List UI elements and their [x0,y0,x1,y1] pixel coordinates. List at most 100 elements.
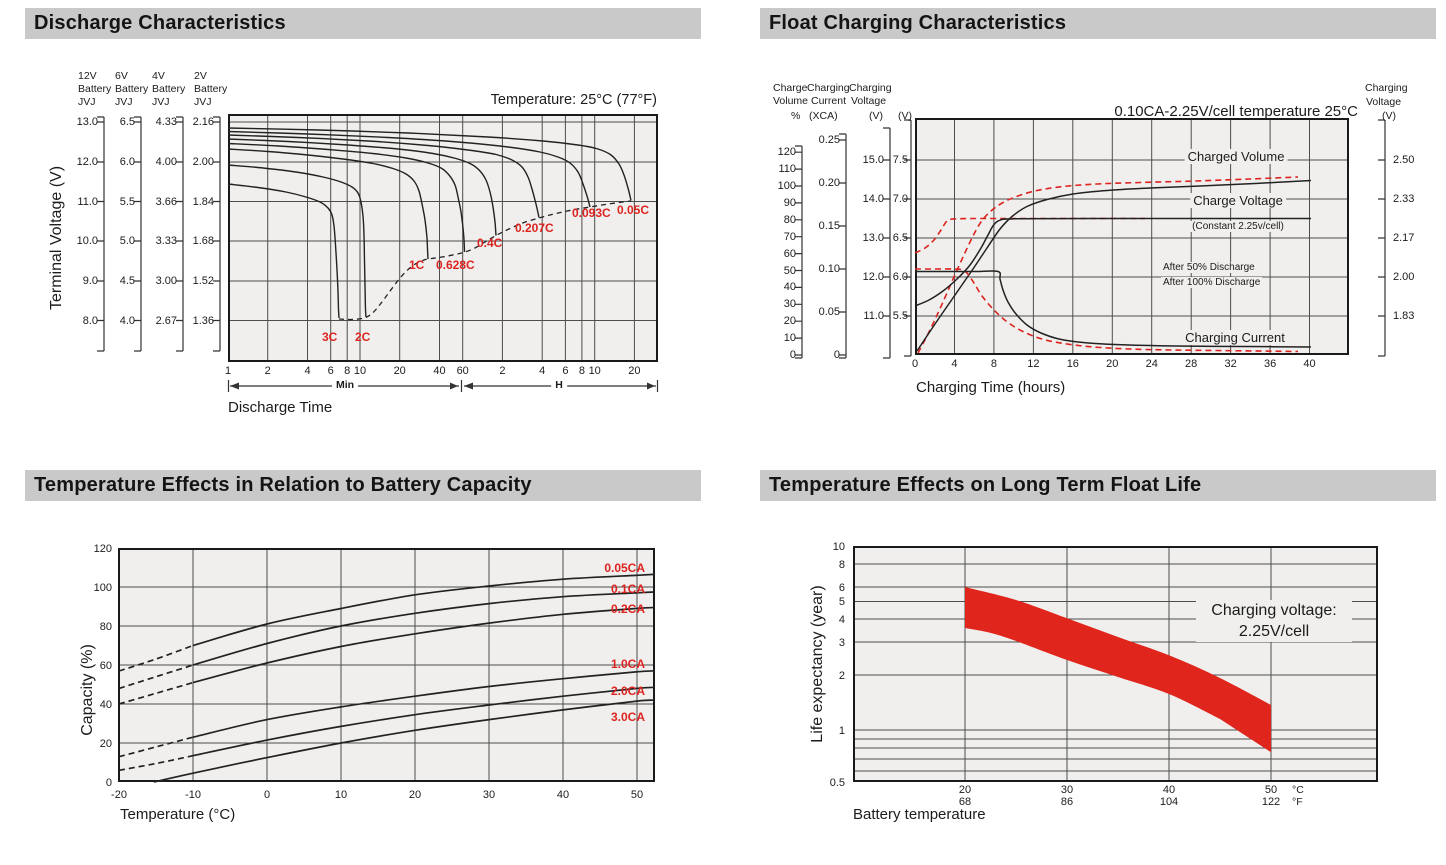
x-tick-label: 4 [304,365,311,377]
scale-tick-label: 4.33 [155,116,177,128]
scale-title: (XCA) [809,110,838,122]
discharge-curve-0.207C [227,134,540,218]
y-tick-label: 4 [838,614,845,626]
curve-label-0.207C: 0.207C [515,221,554,235]
x-tick-label: 0 [911,358,919,370]
time-range-arrows [227,380,659,392]
arrowhead [647,382,655,390]
volume-tick-label: 40 [783,281,796,294]
scale-title: JVJ [115,96,133,108]
scale-tick-label: 12.0 [76,156,98,168]
current-tick-label: 0.25 [818,134,840,146]
scale-tick-label: 3.33 [155,235,177,247]
scale-tick-label: 3.66 [155,195,177,208]
x-tick-label: 8 [990,358,997,370]
grid-lines [228,114,658,362]
unit-fahrenheit: °F [1292,796,1303,808]
x-tick-label: 40 [433,365,446,377]
voltage12-tick-label: 15.0 [862,154,884,166]
x-tick-label: 32 [1224,358,1237,370]
curve-label-1C: 1C [409,258,425,272]
plot-border [118,548,655,782]
y-tick-label: 6 [838,582,845,594]
volume-tick-label: 60 [783,247,796,260]
discharge-curve-1C [227,148,429,260]
x-tick-celsius: 50 [1264,784,1278,796]
discharge-cutoff-envelope [338,200,632,321]
scale-tick-label: 5.0 [119,235,135,247]
y-tick-label: 20 [99,738,112,750]
arrowhead [450,382,458,390]
float-x-axis-label: Charging Time (hours) [916,379,1066,396]
y-tick-label: 8 [838,559,845,571]
scale-title: JVJ [194,96,212,108]
scale-title: (V) [869,110,883,122]
x-tick-label: 6 [327,365,334,377]
x-tick-label: 20 [628,365,641,377]
x-tick-label: 40 [1303,358,1316,370]
scale-title: % [791,110,801,122]
y-tick-label: 5 [838,596,845,608]
scale-title: Charge [773,82,808,94]
range-label-min: Min [331,379,359,391]
scale-title: Battery [78,83,112,95]
scale-title: JVJ [78,96,96,108]
y-tick-label: 10 [832,541,845,553]
volume-tick-label: 10 [783,332,796,345]
float-charge-voltage-100 [914,217,1311,307]
scale-tick-label: 4.5 [119,275,135,287]
voltage12-tick-label: 13.0 [862,232,884,244]
axis-bracket [134,116,142,352]
scale-title: 4V [152,70,165,82]
axis-bracket [839,133,847,359]
temp-capacity-plot [118,548,656,783]
voltage-cell-tick-label: 2.33 [1393,193,1415,205]
x-tick-fahrenheit: 86 [1060,796,1074,808]
header-float-life: Temperature Effects on Long Term Float L… [760,470,1436,501]
volume-tick-label: 120 [777,146,796,159]
section-title: Discharge Characteristics [34,12,286,34]
voltage6-tick-label: 6.0 [892,271,908,283]
float-condition-note: 0.10CA-2.25V/cell temperature 25°C [1114,103,1358,120]
x-tick-label: 24 [1145,358,1158,370]
section-title: Temperature Effects on Long Term Float L… [769,474,1202,496]
capacity-y-axis-label: Capacity (%) [79,644,96,736]
scale-title: (V) [1382,110,1396,122]
scale-tick-label: 1.52 [192,275,214,287]
scale-tick-label: 1.68 [192,235,214,247]
x-tick-label: 2 [264,365,271,377]
discharge-curve-3C [227,183,340,319]
legend-after-100: After 100% Discharge [1161,277,1263,288]
scale-title: 12V [78,70,97,82]
float-charged-volume-100 [916,179,1312,352]
legend-after-50: After 50% Discharge [1161,262,1257,273]
float-life-band [965,587,1271,753]
y-tick-label: 80 [99,621,112,633]
x-tick-label: 8 [344,365,351,377]
discharge-curve-0.4C [227,138,497,236]
label-charging-current: Charging Current [1182,330,1288,345]
curve-label-2.0CA: 2.0CA [610,684,645,698]
x-tick-label: -10 [185,789,201,801]
capacity-curve-3.0CA [153,699,656,783]
scale-title: (V) [898,110,912,122]
scale-tick-label: 2.67 [155,314,177,327]
annotation-line-2: 2.25V/cell [1238,623,1310,640]
arrowhead [464,382,473,390]
scale-tick-label: 9.0 [82,275,98,287]
unit-celsius: °C [1292,784,1304,796]
scale-title: Charging [849,82,892,94]
arrowhead [230,382,239,390]
y-tick-label: 2 [838,670,845,682]
voltage6-tick-label: 5.5 [892,310,908,322]
scale-tick-label: 5.5 [119,195,135,208]
x-tick-label: 20 [408,789,422,801]
voltage12-tick-label: 14.0 [862,193,884,205]
current-tick-label: 0 [833,349,840,361]
section-title: Temperature Effects in Relation to Batte… [34,474,532,496]
voltage6-tick-label: 7.0 [892,193,908,205]
scale-title: Battery [152,83,186,95]
x-tick-label: 12 [1027,358,1040,370]
axis-bracket [883,127,891,359]
